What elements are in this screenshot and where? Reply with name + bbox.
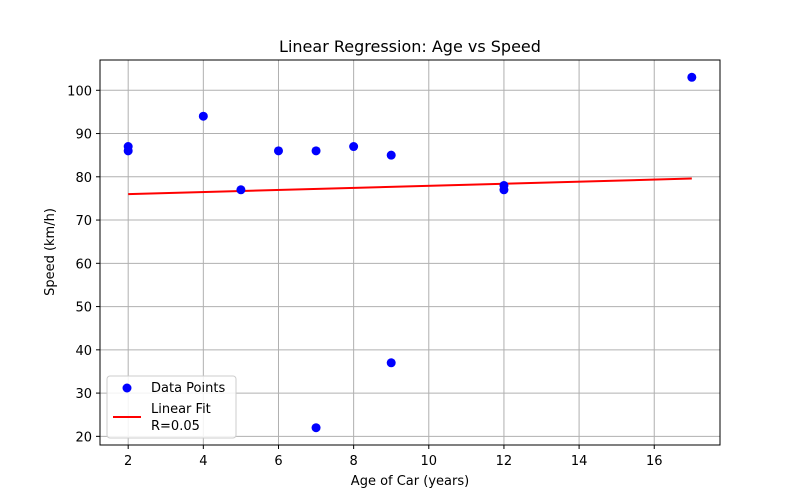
legend-box — [106, 375, 237, 439]
legend: Data Points Linear Fit R=0.05 — [106, 375, 237, 439]
y-tick-label: 80 — [75, 171, 92, 186]
y-tick-label: 50 — [75, 301, 92, 316]
y-tick-label: 60 — [75, 257, 92, 272]
grid-layer — [100, 60, 720, 445]
data-point — [499, 185, 509, 195]
x-tick-label: 2 — [124, 454, 132, 469]
x-tick-label: 8 — [349, 454, 357, 469]
x-tick-label: 16 — [646, 454, 663, 469]
data-point — [311, 423, 321, 433]
data-point — [349, 142, 359, 152]
data-point — [273, 146, 283, 156]
fit-line — [128, 177, 692, 196]
x-axis-label: Age of Car (years) — [351, 474, 469, 489]
y-ticks: 20 30 40 50 60 70 80 90 100 — [67, 84, 100, 445]
y-tick-label: 100 — [67, 84, 92, 99]
x-tick-label: 14 — [571, 454, 588, 469]
y-tick-label: 20 — [75, 430, 92, 445]
y-tick-label: 40 — [75, 344, 92, 359]
x-ticks: 2 4 6 8 10 12 14 16 — [124, 445, 663, 469]
data-point — [687, 72, 697, 82]
plot-frame — [99, 59, 721, 446]
x-tick-label: 10 — [421, 454, 438, 469]
legend-label-linear-fit-r: R=0.05 — [151, 419, 200, 434]
y-axis-label: Speed (km/h) — [43, 208, 58, 296]
data-point — [386, 358, 396, 368]
chart-title: Linear Regression: Age vs Speed — [279, 37, 541, 56]
data-point — [386, 150, 396, 160]
legend-label-linear-fit: Linear Fit — [151, 402, 211, 417]
y-tick-label: 30 — [75, 387, 92, 402]
legend-label-data-points: Data Points — [151, 381, 225, 396]
data-point — [236, 185, 246, 195]
data-point — [123, 146, 133, 156]
legend-marker-data-points — [122, 383, 132, 393]
x-tick-label: 12 — [496, 454, 513, 469]
data-points-layer — [123, 72, 697, 433]
y-tick-label: 70 — [75, 214, 92, 229]
data-point — [311, 146, 321, 156]
x-tick-label: 6 — [274, 454, 282, 469]
x-tick-label: 4 — [199, 454, 207, 469]
data-point — [198, 111, 208, 121]
fit-line-layer — [128, 177, 692, 196]
y-tick-label: 90 — [75, 128, 92, 143]
